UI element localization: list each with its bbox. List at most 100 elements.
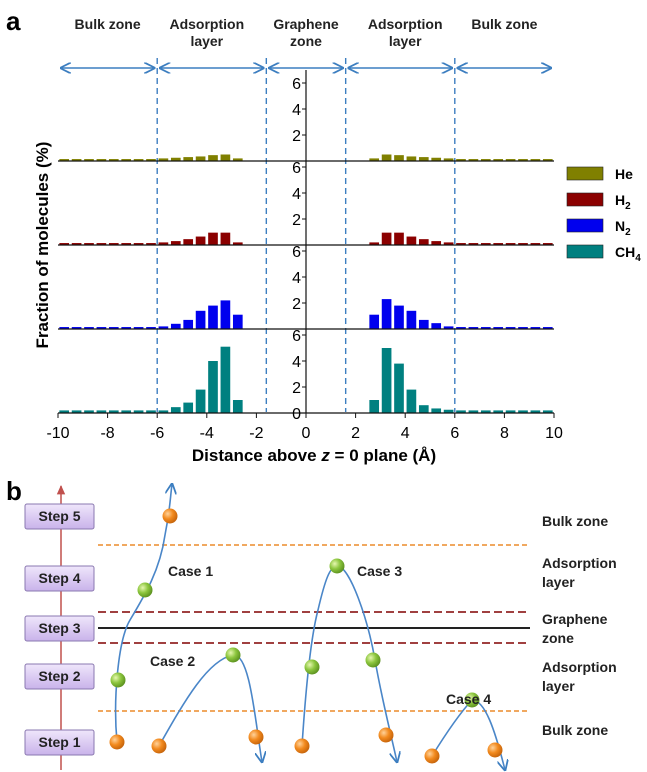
molecule-case3-peak	[329, 558, 345, 574]
bar-he-2	[84, 159, 94, 161]
bar-ch4-23	[468, 410, 479, 413]
x-tick-label-1: -8	[100, 425, 114, 442]
bar-ch4-19	[418, 405, 429, 413]
bar-he-8	[158, 158, 169, 161]
bar-h2-26	[505, 243, 516, 245]
bar-n2-28	[530, 327, 541, 329]
bar-ch4-15	[369, 400, 380, 413]
x-axis-title-part2: = 0 plane (Å)	[330, 446, 436, 465]
bar-he-29	[542, 159, 553, 161]
bar-he-17	[394, 155, 404, 161]
molecule-case4-peak	[464, 692, 480, 708]
bar-n2-9	[170, 323, 181, 329]
bar-he-10	[183, 157, 194, 161]
molecule-case3-start	[294, 738, 310, 754]
bar-n2-7	[146, 327, 156, 329]
step-label-3: Step 2	[38, 668, 80, 684]
bar-h2-16	[381, 232, 392, 245]
bar-ch4-6	[133, 410, 144, 413]
step-label-0: Step 5	[38, 508, 80, 524]
y-tick-label-0: 6	[292, 76, 301, 93]
x-tick-label-10: 10	[545, 425, 563, 442]
bar-h2-14	[232, 242, 243, 245]
bar-ch4-18	[406, 389, 417, 413]
bar-ch4-21	[443, 409, 454, 413]
case-2-label: Case 2	[150, 653, 195, 669]
molecule-case3-up	[304, 659, 320, 675]
panel-a-zone-dividers	[156, 58, 456, 412]
y-tick-label-1: 4	[292, 102, 301, 119]
bar-he-11	[195, 156, 206, 161]
legend-label-0: He	[615, 166, 633, 182]
bar-n2-12	[208, 305, 218, 329]
bar-ch4-20	[431, 408, 442, 413]
bar-ch4-1	[71, 410, 82, 413]
zone-label-2: Graphene zone	[273, 16, 339, 49]
y-tick-label-3: 6	[292, 160, 301, 177]
legend-label-2: N2	[615, 218, 631, 238]
zone-label-0: Bulk zone	[75, 16, 141, 32]
bar-h2-23	[468, 243, 479, 245]
panel-b-zone-labels: Bulk zone Adsorption layer Graphene zone Adso…	[542, 513, 617, 738]
bar-ch4-12	[208, 361, 218, 413]
y-tick-label-10: 4	[292, 354, 301, 371]
bar-n2-20	[431, 323, 442, 329]
bar-n2-2	[84, 327, 94, 329]
bar-he-15	[369, 158, 380, 161]
bar-n2-4	[108, 327, 119, 329]
x-tick-label-7: 4	[401, 425, 410, 442]
bar-he-5	[121, 159, 132, 161]
bar-h2-4	[108, 243, 119, 245]
bar-n2-18	[406, 310, 417, 329]
molecule-case1-step1	[109, 734, 125, 750]
bar-he-6	[133, 159, 144, 161]
x-tick-label-9: 8	[500, 425, 509, 442]
legend-swatch-3	[566, 244, 604, 259]
bar-ch4-10	[183, 402, 194, 413]
molecule-case1-step5	[162, 508, 178, 524]
bar-n2-8	[158, 326, 169, 329]
bar-n2-25	[493, 327, 504, 329]
bar-h2-15	[369, 242, 380, 245]
x-axis-title-italic: z	[320, 446, 330, 465]
legend-swatch-2	[566, 218, 604, 233]
bar-he-25	[493, 159, 504, 161]
x-axis-title: Distance above z = 0 plane (Å)	[192, 446, 436, 465]
bar-he-3	[96, 159, 107, 161]
bar-ch4-28	[530, 410, 541, 413]
step-box-3	[24, 663, 95, 690]
legend-label-1: H2	[615, 192, 631, 212]
bar-ch4-27	[518, 410, 528, 413]
bar-ch4-2	[84, 410, 94, 413]
bar-n2-16	[381, 299, 392, 329]
x-tick-label-4: -2	[249, 425, 263, 442]
bar-h2-29	[542, 243, 553, 245]
bar-he-7	[146, 159, 156, 161]
panel-b-zone-label-3: Adsorption layer	[542, 659, 617, 694]
molecule-case3-end	[378, 727, 394, 743]
bar-he-20	[431, 157, 442, 161]
trajectory-case-2	[158, 654, 262, 762]
legend-label-3: CH4	[615, 244, 641, 264]
bar-he-16	[381, 154, 392, 161]
bar-h2-28	[530, 243, 541, 245]
molecule-case1-step4	[137, 582, 153, 598]
molecule-case3-down	[365, 652, 381, 668]
step-label-1: Step 4	[38, 570, 80, 586]
bar-n2-11	[195, 310, 206, 329]
bar-h2-19	[418, 239, 429, 245]
bar-n2-0	[59, 327, 70, 329]
step-boxes: Step 5 Step 4 Step 3 Step 2 Step 1	[24, 503, 95, 756]
bar-n2-27	[518, 327, 528, 329]
y-tick-label-7: 4	[292, 270, 301, 287]
bar-n2-24	[480, 327, 491, 329]
bar-n2-22	[456, 327, 466, 329]
bar-he-12	[208, 155, 218, 161]
case-3-label: Case 3	[357, 563, 402, 579]
y-tick-label-5: 2	[292, 212, 301, 229]
molecule-case2-peak	[225, 647, 241, 663]
bar-n2-15	[369, 314, 380, 329]
step-box-1	[24, 565, 95, 592]
molecule-case2-end	[248, 729, 264, 745]
